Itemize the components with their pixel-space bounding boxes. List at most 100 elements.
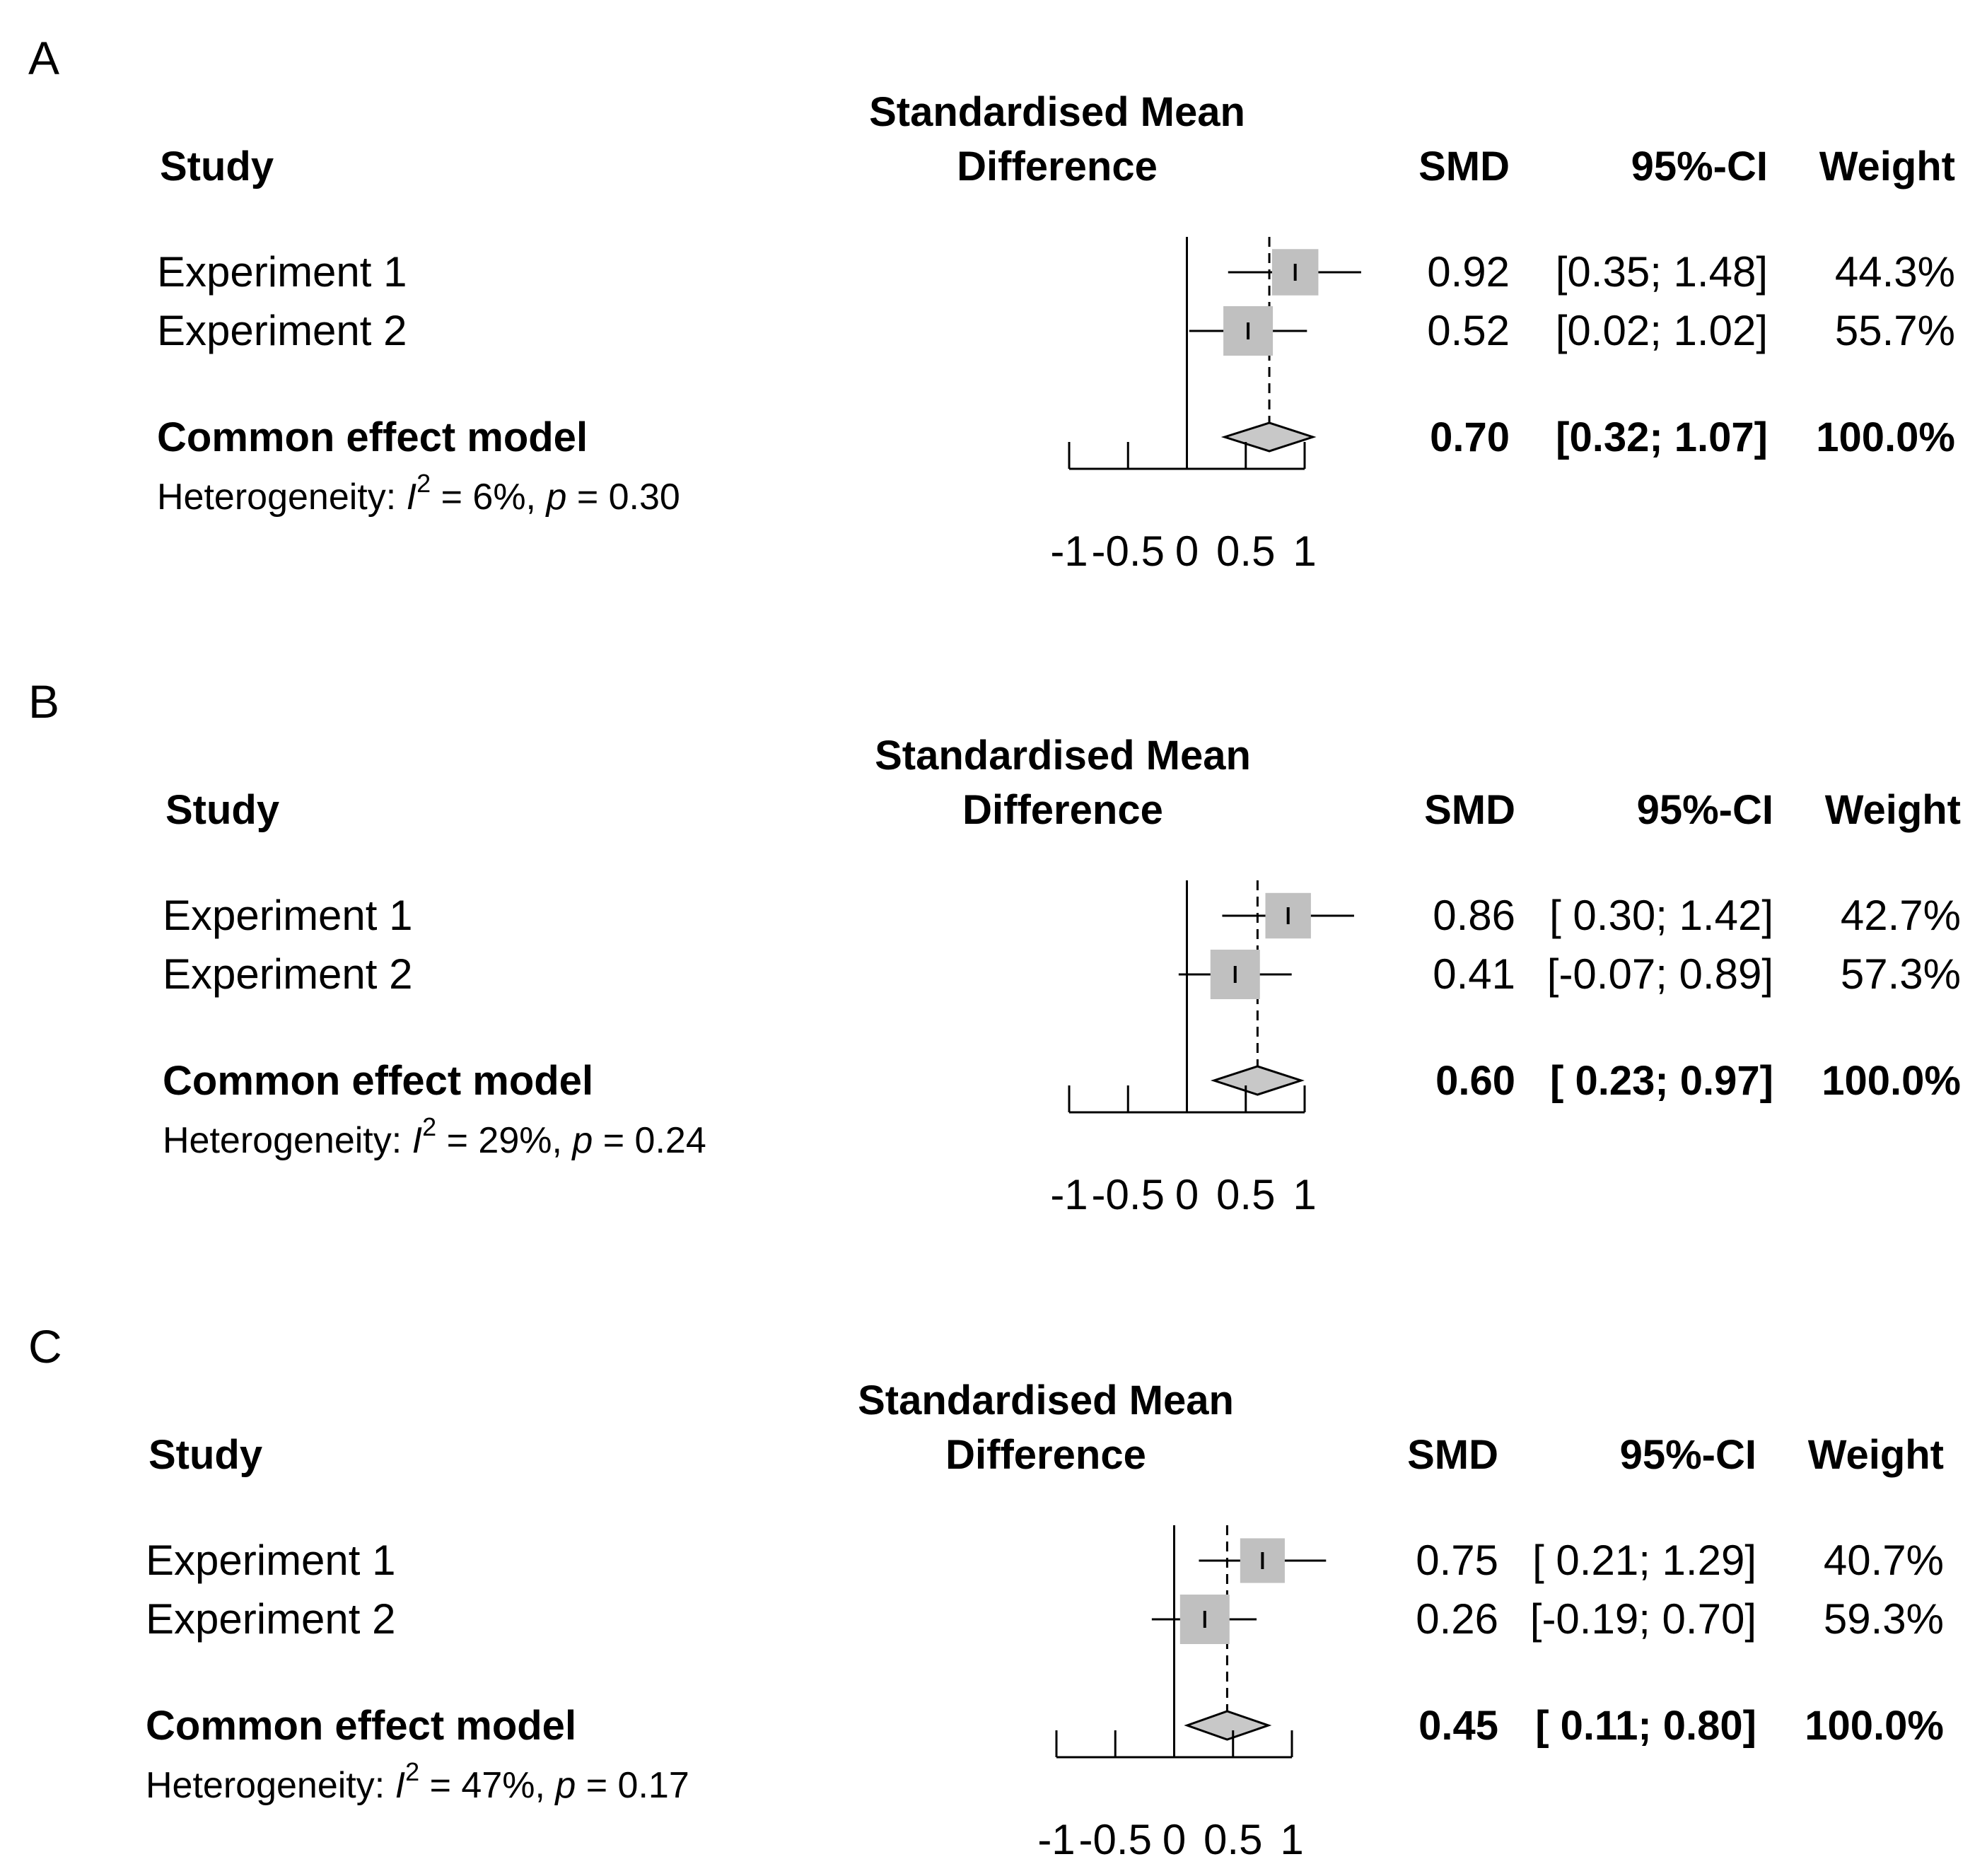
x-tick-label: 1 xyxy=(1293,528,1316,575)
study-weight: 40.7% xyxy=(1824,1537,1944,1584)
pooled-smd: 0.45 xyxy=(1418,1703,1498,1749)
panel-label: A xyxy=(28,32,59,84)
x-tick-label: -1 xyxy=(1050,528,1088,575)
plot-title-line2: Difference xyxy=(957,144,1158,190)
heterogeneity-part: = 29%, xyxy=(436,1120,572,1161)
x-tick-label: 0 xyxy=(1175,528,1199,575)
heterogeneity-part: = 47%, xyxy=(419,1765,555,1806)
pooled-ci: [ 0.11; 0.80] xyxy=(1535,1703,1756,1749)
header-ci: 95%-CI xyxy=(1631,144,1768,190)
heterogeneity-part: 2 xyxy=(416,469,431,498)
plot-title-line2: Difference xyxy=(945,1432,1146,1478)
plot-title-line2: Difference xyxy=(962,787,1163,833)
study-name: Experiment 2 xyxy=(163,950,413,998)
heterogeneity-text: Heterogeneity: I2 = 6%, p = 0.30 xyxy=(157,469,680,518)
heterogeneity-part: = 0.17 xyxy=(576,1765,689,1806)
x-tick-label: 0.5 xyxy=(1204,1816,1262,1863)
header-smd: SMD xyxy=(1407,1432,1498,1478)
header-weight: Weight xyxy=(1808,1432,1944,1478)
pooled-weight: 100.0% xyxy=(1816,414,1955,460)
study-smd: 0.75 xyxy=(1416,1537,1498,1584)
pooled-label: Common effect model xyxy=(163,1058,593,1104)
header-ci: 95%-CI xyxy=(1637,787,1773,833)
x-tick-label: 1 xyxy=(1293,1171,1316,1218)
study-name: Experiment 1 xyxy=(157,248,407,296)
pooled-diamond xyxy=(1210,1065,1305,1096)
study-weight: 44.3% xyxy=(1835,248,1955,296)
study-name: Experiment 2 xyxy=(146,1595,396,1643)
heterogeneity-part: I xyxy=(407,477,416,518)
x-tick-label: -0.5 xyxy=(1092,528,1165,575)
pooled-diamond xyxy=(1220,421,1317,453)
x-tick-label: -1 xyxy=(1050,1171,1088,1218)
header-weight: Weight xyxy=(1825,787,1961,833)
x-tick-label: 0 xyxy=(1163,1816,1186,1863)
study-weight: 57.3% xyxy=(1841,950,1961,998)
study-weight: 42.7% xyxy=(1841,892,1961,939)
header-weight: Weight xyxy=(1819,144,1955,190)
heterogeneity-text: Heterogeneity: I2 = 47%, p = 0.17 xyxy=(146,1757,689,1806)
x-tick-label: 0.5 xyxy=(1216,528,1275,575)
heterogeneity-part: p xyxy=(571,1120,593,1161)
pooled-weight: 100.0% xyxy=(1805,1703,1944,1749)
study-smd: 0.86 xyxy=(1433,892,1515,939)
header-ci: 95%-CI xyxy=(1620,1432,1756,1478)
pooled-label: Common effect model xyxy=(157,414,588,460)
heterogeneity-part: I xyxy=(412,1120,422,1161)
heterogeneity-part: Heterogeneity: xyxy=(163,1120,412,1161)
heterogeneity-text: Heterogeneity: I2 = 29%, p = 0.24 xyxy=(163,1112,706,1161)
header-smd: SMD xyxy=(1424,787,1515,833)
header-smd: SMD xyxy=(1418,144,1510,190)
heterogeneity-part: Heterogeneity: xyxy=(157,477,407,518)
study-smd: 0.52 xyxy=(1427,307,1510,354)
heterogeneity-part: = 0.24 xyxy=(593,1120,706,1161)
study-smd: 0.26 xyxy=(1416,1595,1498,1643)
study-ci: [0.35; 1.48] xyxy=(1556,248,1768,296)
x-tick-label: -0.5 xyxy=(1092,1171,1165,1218)
pooled-label: Common effect model xyxy=(146,1703,576,1749)
study-ci: [-0.19; 0.70] xyxy=(1530,1595,1756,1643)
panel-label: B xyxy=(28,675,59,728)
study-name: Experiment 1 xyxy=(146,1537,396,1584)
study-ci: [ 0.30; 1.42] xyxy=(1549,892,1773,939)
header-study: Study xyxy=(160,144,274,190)
pooled-weight: 100.0% xyxy=(1822,1058,1961,1104)
heterogeneity-part: 2 xyxy=(405,1757,419,1786)
heterogeneity-part: = 6%, xyxy=(431,477,546,518)
pooled-ci: [ 0.23; 0.97] xyxy=(1550,1058,1773,1104)
header-study: Study xyxy=(148,1432,262,1478)
study-weight: 55.7% xyxy=(1835,307,1955,354)
x-tick-label: 0 xyxy=(1175,1171,1199,1218)
plot-title: Standardised Mean xyxy=(869,89,1245,135)
heterogeneity-part: 2 xyxy=(422,1112,436,1141)
x-tick-label: 0.5 xyxy=(1216,1171,1275,1218)
forest-panel-a: A Standardised Mean Difference Study SMD 95%-… xyxy=(28,32,1955,575)
header-study: Study xyxy=(165,787,279,833)
heterogeneity-part: Heterogeneity: xyxy=(146,1765,395,1806)
heterogeneity-part: p xyxy=(544,477,566,518)
x-tick-label: -0.5 xyxy=(1079,1816,1152,1863)
x-tick-label: 1 xyxy=(1280,1816,1303,1863)
x-tick-label: -1 xyxy=(1037,1816,1075,1863)
forest-panel-c: C Standardised Mean Difference Study SMD 95%-… xyxy=(28,1320,1944,1863)
heterogeneity-part: = 0.30 xyxy=(566,477,680,518)
plot-title: Standardised Mean xyxy=(875,733,1251,779)
plot-title: Standardised Mean xyxy=(858,1377,1234,1423)
study-ci: [ 0.21; 1.29] xyxy=(1532,1537,1756,1584)
heterogeneity-part: I xyxy=(395,1765,405,1806)
study-smd: 0.92 xyxy=(1427,248,1510,296)
pooled-smd: 0.60 xyxy=(1435,1058,1515,1104)
study-ci: [0.02; 1.02] xyxy=(1556,307,1768,354)
forest-panel-b: B Standardised Mean Difference Study SMD 95%-… xyxy=(28,675,1961,1218)
study-smd: 0.41 xyxy=(1433,950,1515,998)
heterogeneity-part: p xyxy=(554,1765,576,1806)
panel-label: C xyxy=(28,1320,62,1373)
study-weight: 59.3% xyxy=(1824,1595,1944,1643)
pooled-diamond xyxy=(1184,1710,1272,1741)
study-name: Experiment 1 xyxy=(163,892,413,939)
study-name: Experiment 2 xyxy=(157,307,407,354)
study-ci: [-0.07; 0.89] xyxy=(1547,950,1773,998)
pooled-smd: 0.70 xyxy=(1430,414,1510,460)
pooled-ci: [0.32; 1.07] xyxy=(1556,414,1768,460)
